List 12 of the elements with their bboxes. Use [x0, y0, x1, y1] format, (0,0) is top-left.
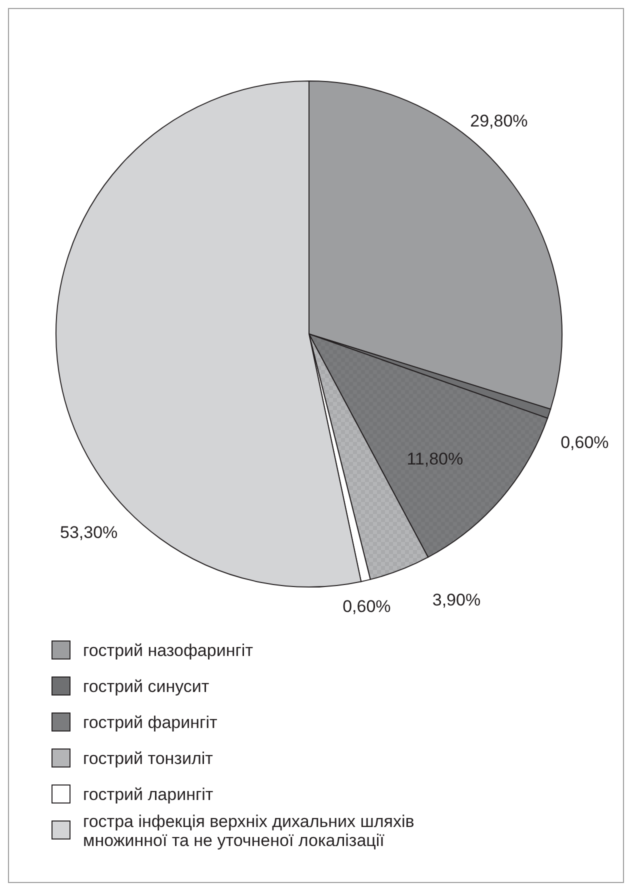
data-label: 3,90%: [432, 590, 481, 610]
legend-label: гострий назофарингіт: [83, 640, 254, 660]
legend-label: гострий ларингіт: [83, 784, 214, 804]
legend-label: гострий тонзиліт: [83, 748, 214, 768]
legend-label: гостра інфекція верхніх дихальних шляхів множинної та не уточненої локалізації: [83, 812, 414, 850]
legend-label: гострий синусит: [83, 676, 210, 696]
legend-label: гострий фарингіт: [83, 712, 218, 732]
data-label: 0,60%: [560, 432, 609, 452]
data-label: 11,80%: [406, 449, 464, 468]
data-label: 0,60%: [342, 597, 391, 616]
data-label: 29,80%: [470, 111, 528, 130]
data-label: 53,30%: [60, 522, 118, 542]
